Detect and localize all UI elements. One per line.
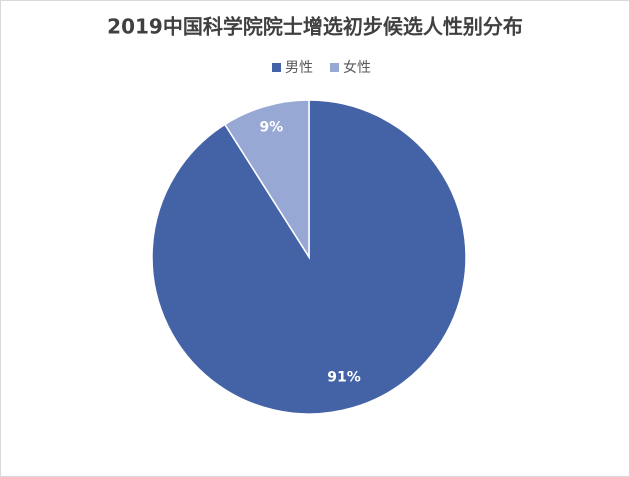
- legend-swatch: [272, 63, 281, 72]
- chart-title: 2019中国科学院院士增选初步候选人性别分布: [107, 15, 523, 39]
- legend-label: 男性: [285, 60, 313, 76]
- legend-label: 女性: [343, 59, 371, 76]
- legend-swatch: [330, 63, 339, 72]
- data-label: 91%: [327, 370, 361, 386]
- data-label: 9%: [259, 119, 283, 135]
- pie-slice: [223, 99, 310, 260]
